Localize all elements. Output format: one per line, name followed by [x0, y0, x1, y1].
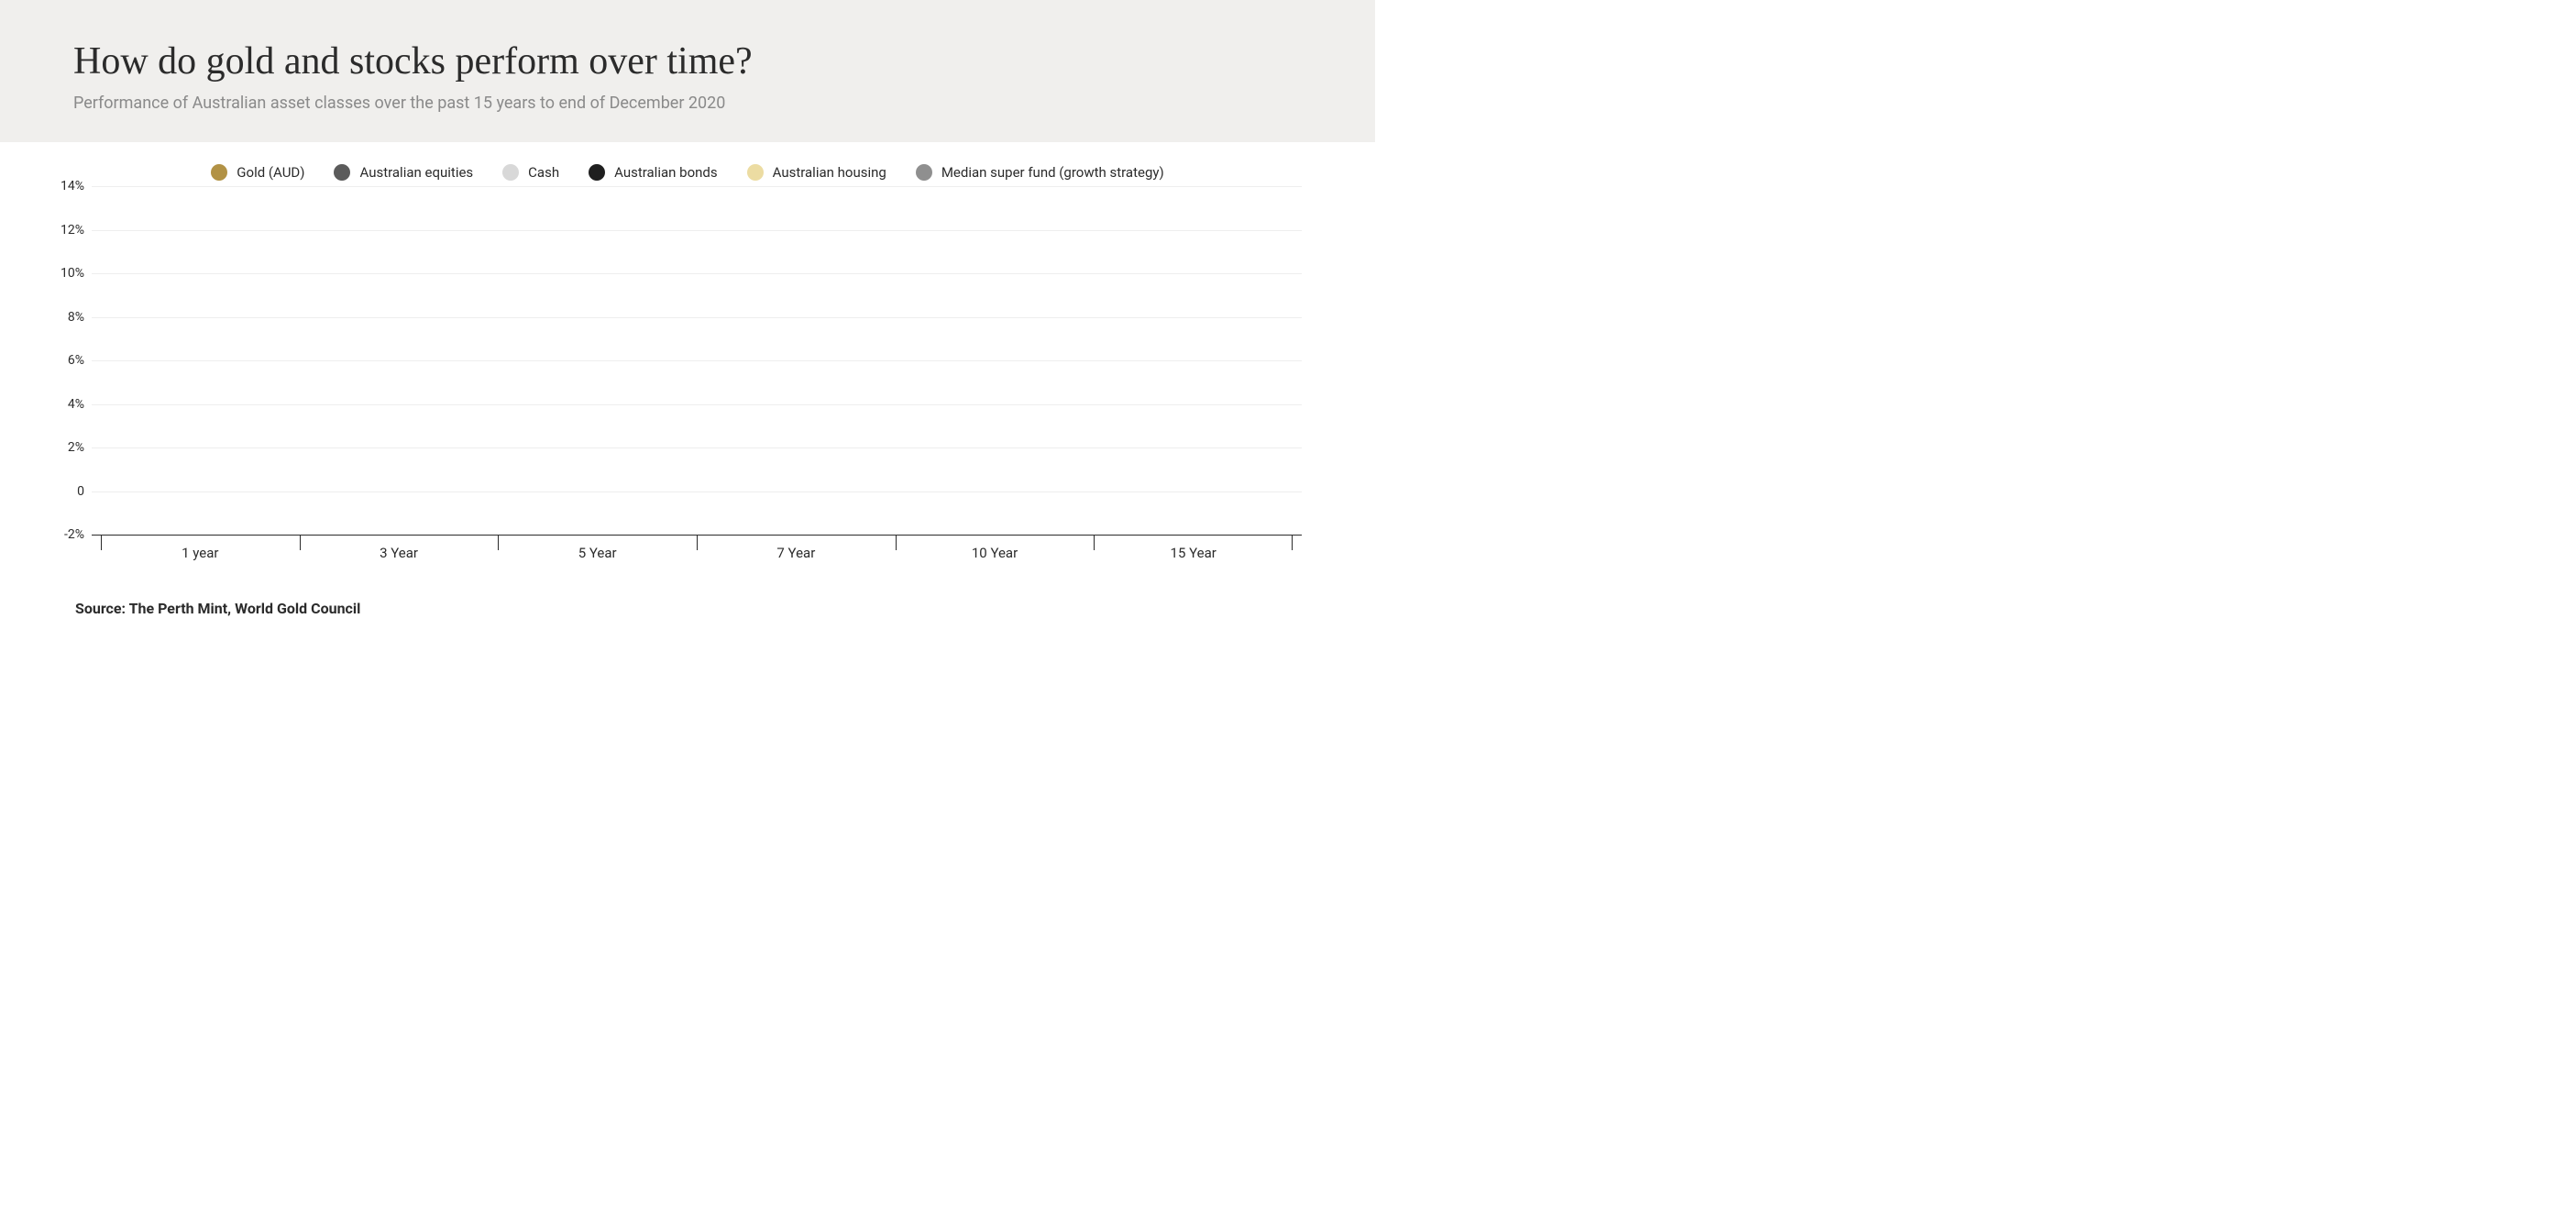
bar-group-bars: [116, 186, 285, 535]
x-tick: [1292, 536, 1293, 550]
legend-item: Australian bonds: [589, 164, 718, 181]
bar-group-bars: [910, 186, 1080, 535]
x-group: 10 Year: [896, 536, 1095, 574]
y-tick-label: -2%: [64, 527, 84, 542]
plot-area: -2%02%4%6%8%10%12%14%: [92, 186, 1302, 535]
legend-swatch: [211, 164, 227, 181]
bar-group-bars: [1108, 186, 1278, 535]
bar-group: [1094, 186, 1293, 535]
y-tick-label: 10%: [61, 266, 84, 281]
bar-group-bars: [512, 186, 682, 535]
chart-area: Gold (AUD) Australian equities Cash Austral…: [0, 142, 1375, 635]
x-label: 7 Year: [697, 545, 896, 561]
legend-swatch: [916, 164, 932, 181]
bar-group: [498, 186, 697, 535]
legend-item: Gold (AUD): [211, 164, 304, 181]
bar-groups: [101, 186, 1293, 535]
bar-group: [300, 186, 499, 535]
legend-swatch: [747, 164, 764, 181]
source-text: Source: The Perth Mint, World Gold Counc…: [75, 600, 1320, 617]
legend-label: Median super fund (growth strategy): [941, 164, 1164, 181]
bar-group: [896, 186, 1095, 535]
x-group: 5 Year: [498, 536, 697, 574]
x-group: 7 Year: [697, 536, 896, 574]
y-tick-label: 8%: [68, 310, 84, 325]
y-tick-label: 2%: [68, 440, 84, 455]
x-axis: 1 year3 Year5 Year7 Year10 Year15 Year: [92, 535, 1302, 574]
bar-group: [697, 186, 896, 535]
bar-group-bars: [314, 186, 484, 535]
legend-item: Median super fund (growth strategy): [916, 164, 1164, 181]
legend-swatch: [589, 164, 605, 181]
y-tick-label: 4%: [68, 397, 84, 412]
x-group: 3 Year: [300, 536, 499, 574]
x-label: 1 year: [101, 545, 300, 561]
chart-container: How do gold and stocks perform over time…: [0, 0, 1375, 635]
bar-group-bars: [711, 186, 881, 535]
y-tick-label: 6%: [68, 353, 84, 368]
legend-item: Cash: [502, 164, 559, 181]
legend-label: Cash: [528, 164, 559, 181]
legend-swatch: [334, 164, 350, 181]
x-label: 3 Year: [300, 545, 499, 561]
legend-item: Australian housing: [747, 164, 886, 181]
legend-label: Australian bonds: [614, 164, 718, 181]
y-axis: -2%02%4%6%8%10%12%14%: [55, 186, 88, 535]
x-label: 5 Year: [498, 545, 697, 561]
x-labels: 1 year3 Year5 Year7 Year10 Year15 Year: [101, 536, 1293, 574]
y-tick-label: 14%: [61, 179, 84, 193]
y-tick-label: 12%: [61, 223, 84, 237]
legend: Gold (AUD) Australian equities Cash Austral…: [55, 164, 1320, 181]
bar-group: [101, 186, 300, 535]
x-group: 1 year: [101, 536, 300, 574]
x-group: 15 Year: [1094, 536, 1293, 574]
y-tick-label: 0: [77, 484, 84, 499]
legend-label: Gold (AUD): [237, 164, 304, 181]
legend-label: Australian equities: [359, 164, 473, 181]
x-label: 10 Year: [896, 545, 1095, 561]
legend-swatch: [502, 164, 519, 181]
legend-label: Australian housing: [773, 164, 886, 181]
x-label: 15 Year: [1094, 545, 1293, 561]
chart-title: How do gold and stocks perform over time…: [73, 39, 1302, 84]
legend-item: Australian equities: [334, 164, 473, 181]
chart-subtitle: Performance of Australian asset classes …: [73, 94, 1302, 113]
header: How do gold and stocks perform over time…: [0, 0, 1375, 142]
